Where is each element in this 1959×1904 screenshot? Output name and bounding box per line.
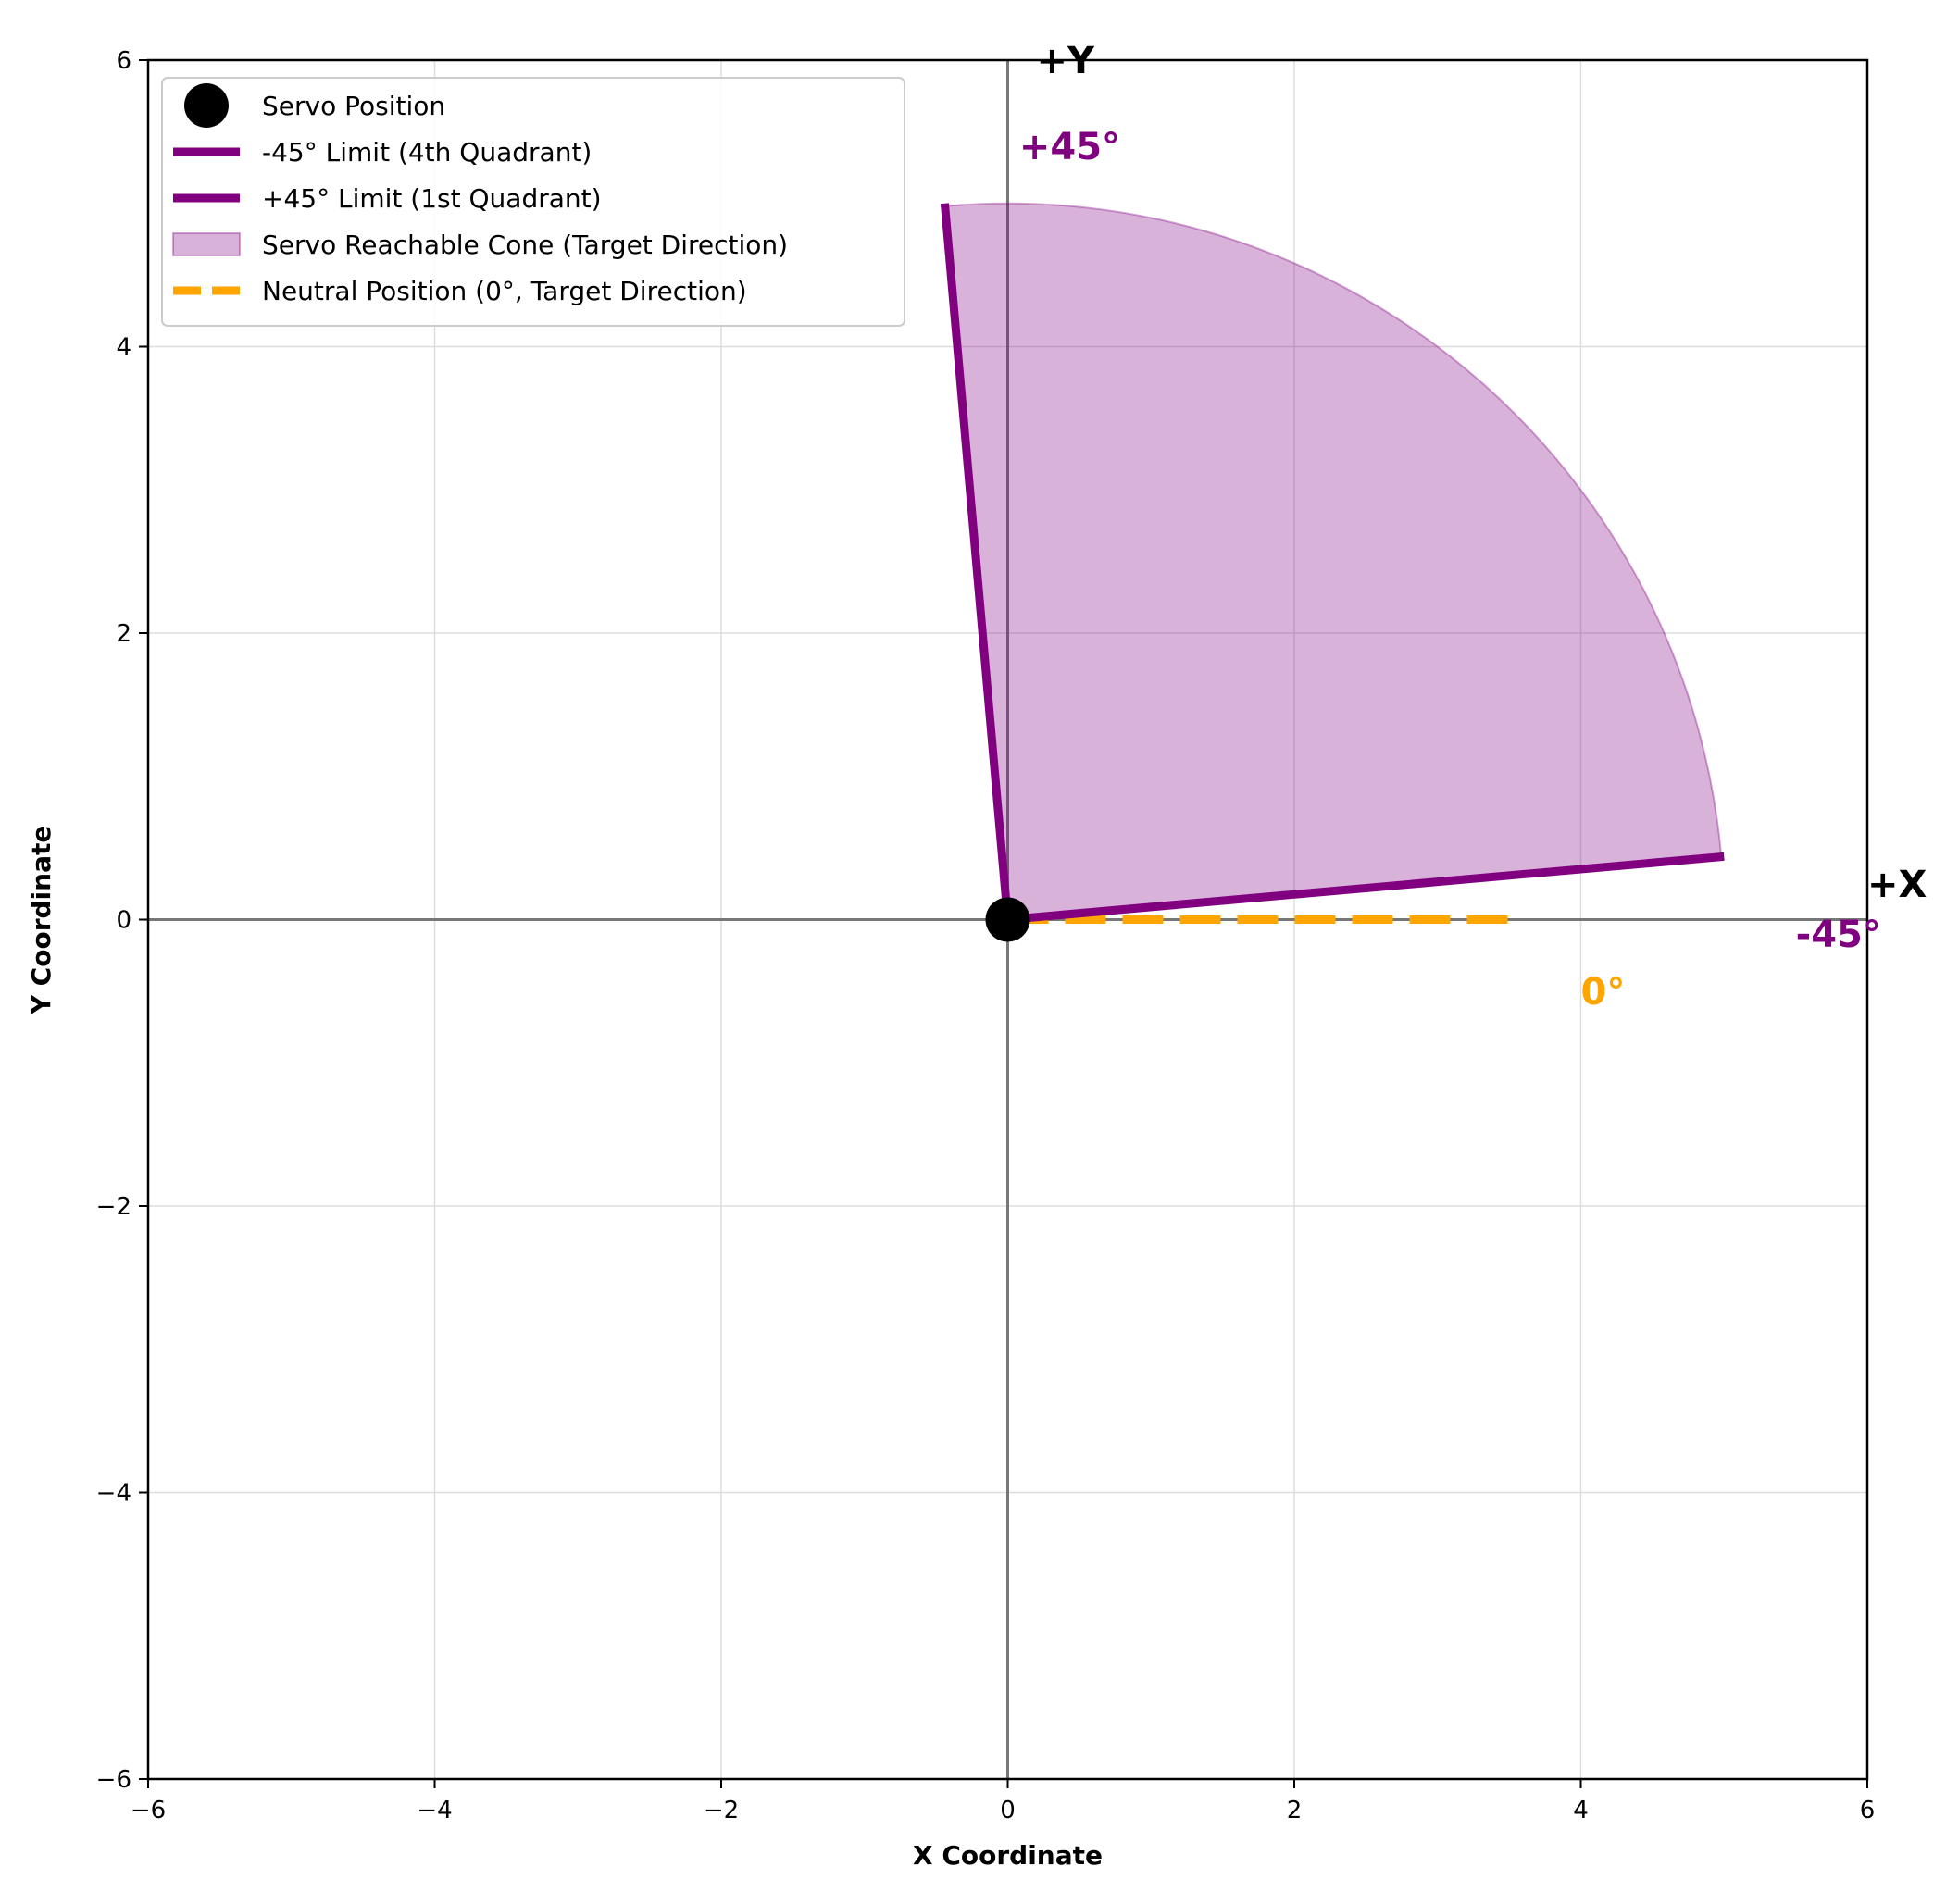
x-tick-label: −4 <box>417 1797 452 1824</box>
servo-position-point <box>985 897 1030 942</box>
y-tick-label: −4 <box>96 1480 131 1508</box>
y-tick-label: −2 <box>96 1193 131 1221</box>
y-ticks: −6 −4 −2 0 2 4 6 <box>96 47 148 1794</box>
plot-marks <box>940 202 1725 942</box>
annotation-minus45: -45° <box>1796 914 1881 956</box>
legend-label: -45° Limit (4th Quadrant) <box>262 137 592 168</box>
annotations: +Y +X +45° -45° 0° <box>1019 40 1928 1014</box>
y-tick-label: 4 <box>116 334 131 362</box>
annotation-zero: 0° <box>1581 971 1626 1014</box>
legend-label: Servo Reachable Cone (Target Direction) <box>262 230 788 260</box>
annotation-plus-y: +Y <box>1036 40 1095 82</box>
y-tick-label: 0 <box>116 907 131 935</box>
legend-handle-cone <box>172 232 241 256</box>
y-tick-label: 6 <box>116 47 131 75</box>
legend-label: +45° Limit (1st Quadrant) <box>262 183 602 214</box>
legend: Servo Position -45° Limit (4th Quadrant) +… <box>161 77 905 327</box>
legend-label: Servo Position <box>262 91 445 121</box>
legend-box <box>161 77 905 327</box>
y-axis-title: Y Coordinate <box>26 826 56 1015</box>
legend-handle-servo-position <box>184 83 229 128</box>
x-tick-label: 4 <box>1573 1797 1589 1824</box>
y-tick-label: 2 <box>116 620 131 648</box>
x-tick-label: −6 <box>131 1797 166 1824</box>
reachable-cone-wedge <box>943 202 1723 921</box>
legend-label: Neutral Position (0°, Target Direction) <box>262 276 747 306</box>
x-tick-label: 6 <box>1860 1797 1876 1824</box>
plus45-limit-line <box>940 203 1012 920</box>
annotation-plus45: +45° <box>1019 126 1120 168</box>
x-tick-label: 0 <box>1000 1797 1016 1824</box>
x-axis-title: X Coordinate <box>913 1840 1103 1871</box>
x-tick-label: 2 <box>1287 1797 1303 1824</box>
x-tick-label: −2 <box>704 1797 739 1824</box>
x-ticks: −6 −4 −2 0 2 4 6 <box>131 1779 1875 1824</box>
y-tick-label: −6 <box>96 1766 131 1794</box>
annotation-plus-x: +X <box>1867 864 1928 906</box>
minus45-limit-line <box>1007 852 1725 924</box>
